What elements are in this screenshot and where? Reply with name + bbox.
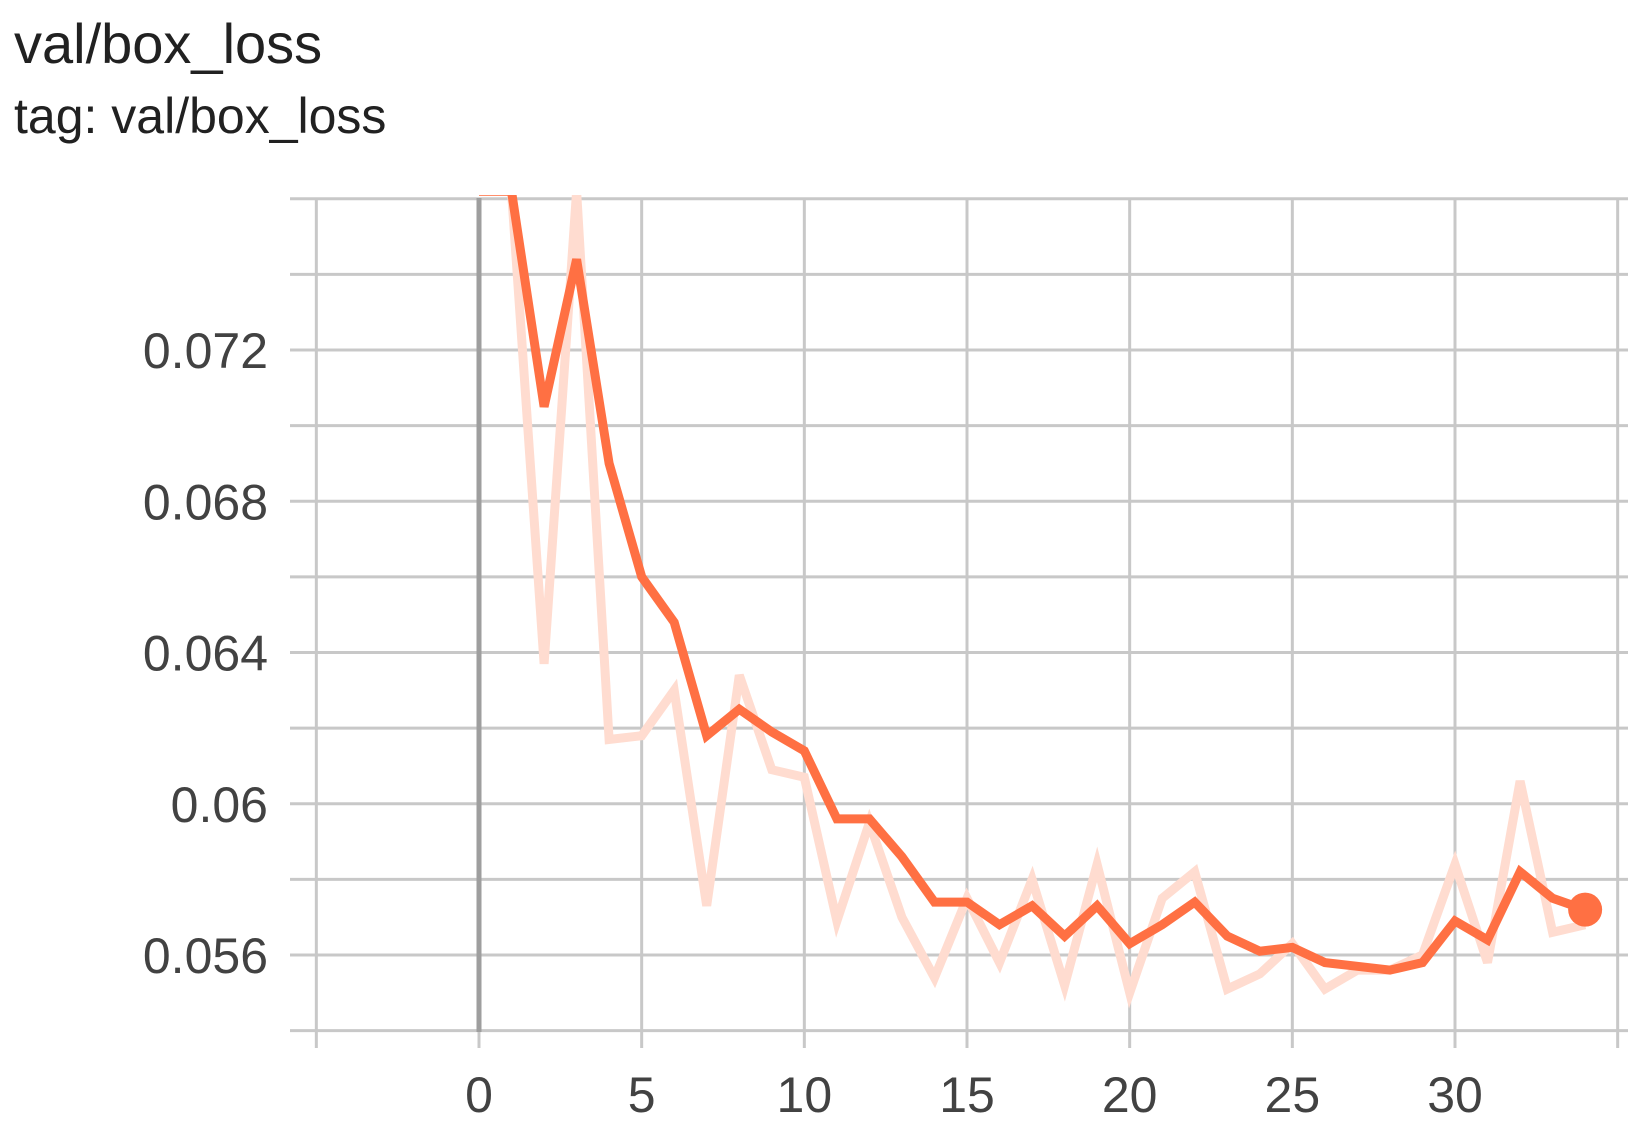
chart-tag-subtitle: tag: val/box_loss xyxy=(14,88,387,144)
last-point-marker xyxy=(1568,892,1603,927)
x-tick-label: 5 xyxy=(628,1067,656,1123)
x-tick-label: 15 xyxy=(939,1067,995,1123)
y-tick-label: 0.06 xyxy=(171,777,268,833)
y-tick-label: 0.072 xyxy=(143,323,268,379)
x-tick-label: 25 xyxy=(1265,1067,1321,1123)
series-line-smoothed xyxy=(479,195,1587,975)
chart-series xyxy=(479,195,1587,1009)
y-axis-ticks: 0.056 0.06 0.064 0.068 0.072 xyxy=(143,323,268,984)
x-tick-label: 0 xyxy=(465,1067,493,1123)
marker-layer xyxy=(1568,892,1603,927)
x-tick-label: 10 xyxy=(777,1067,833,1123)
y-tick-label: 0.068 xyxy=(143,474,268,530)
x-tick-label: 30 xyxy=(1427,1067,1483,1123)
chart-title: val/box_loss xyxy=(14,12,323,75)
y-tick-label: 0.056 xyxy=(143,928,268,984)
y-tick-label: 0.064 xyxy=(143,626,268,682)
x-axis-ticks: 0 5 10 15 20 25 30 xyxy=(465,1067,1483,1123)
series-line-raw xyxy=(479,195,1587,1009)
x-tick-label: 20 xyxy=(1102,1067,1158,1123)
